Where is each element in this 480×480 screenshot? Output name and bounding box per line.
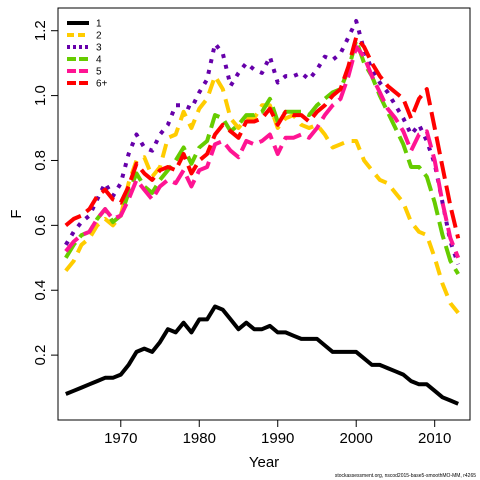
- x-tick-label: 2010: [418, 430, 451, 447]
- series-line-5: [64, 44, 461, 259]
- x-tick-label: 1970: [104, 430, 137, 447]
- series-line-1: [65, 304, 459, 406]
- x-axis-label: Year: [249, 454, 279, 471]
- series-layer: [64, 19, 461, 406]
- y-tick-label: 0.8: [32, 150, 49, 171]
- plot-frame: [57, 7, 471, 421]
- x-tick-label: 1980: [183, 430, 216, 447]
- y-axis-label: F: [8, 209, 25, 218]
- y-tick-label: 0.2: [32, 345, 49, 366]
- x-tick-label: 1990: [261, 430, 294, 447]
- y-tick-label: 1.0: [32, 85, 49, 106]
- series-line-6plus: [64, 35, 461, 239]
- legend-label: 1: [96, 19, 102, 30]
- series-line-2: [64, 74, 460, 315]
- x-axis: 1970 1980 1990 2000 2010: [104, 420, 451, 447]
- legend-label: 5: [96, 67, 102, 78]
- legend-label: 2: [96, 31, 102, 42]
- y-tick-label: 0.4: [32, 280, 49, 301]
- series-line-4: [64, 38, 460, 276]
- y-tick-label: 1.2: [32, 20, 49, 41]
- legend-label: 4: [96, 55, 102, 66]
- x-tick-label: 2000: [340, 430, 373, 447]
- legend-label: 6+: [96, 79, 108, 90]
- legend-label: 3: [96, 43, 102, 54]
- y-tick-label: 0.6: [32, 215, 49, 236]
- y-axis: 0.2 0.4 0.6 0.8 1.0 1.2: [32, 20, 58, 366]
- credit-text: stockassessment.org, nscod2015-base5-smo…: [335, 473, 476, 479]
- series-line-3: [64, 19, 461, 265]
